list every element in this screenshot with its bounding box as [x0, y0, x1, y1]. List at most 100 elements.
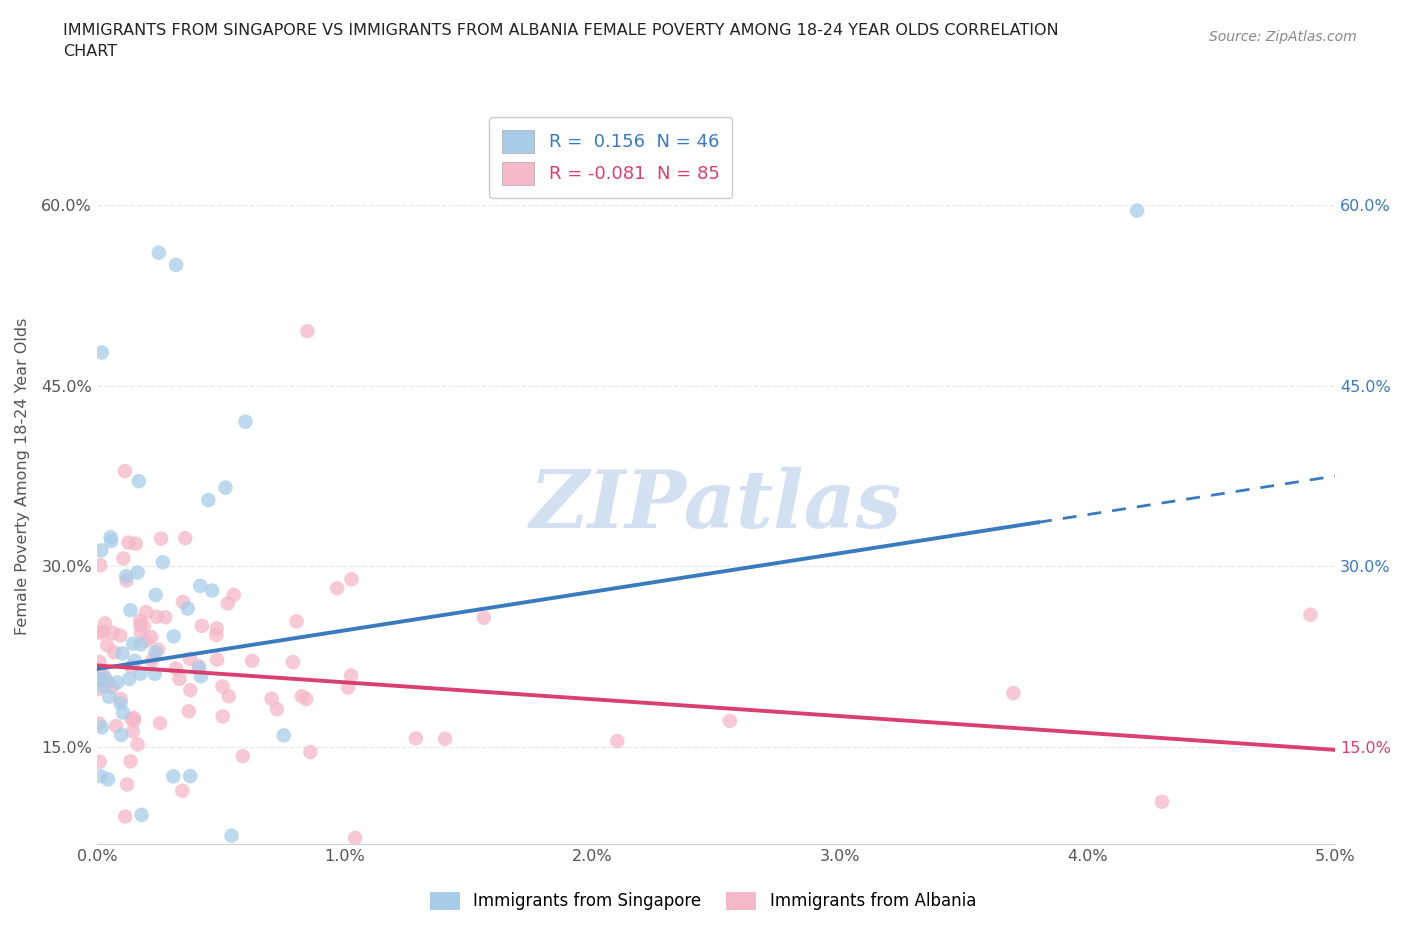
Point [89, 558, 111, 573]
Point [129, 637, 152, 652]
Point [405, 731, 427, 746]
Point [124, 654, 146, 669]
Point [273, 728, 295, 743]
Point [120, 754, 142, 769]
Point [285, 614, 308, 629]
Point [218, 689, 240, 704]
Point [172, 594, 194, 609]
Point [93, 679, 115, 694]
Point [114, 463, 136, 478]
Legend: Immigrants from Singapore, Immigrants from Albania: Immigrants from Singapore, Immigrants fr… [423, 885, 983, 917]
Point [197, 493, 219, 508]
Point [89, 625, 111, 640]
Point [135, 633, 157, 648]
Point [232, 749, 254, 764]
Point [163, 629, 186, 644]
Point [340, 572, 363, 587]
Point [188, 578, 211, 593]
Point [177, 704, 200, 719]
Point [90, 769, 112, 784]
Point [103, 644, 125, 659]
Point [297, 324, 319, 339]
Point [240, 653, 263, 668]
Point [217, 596, 239, 611]
Point [205, 621, 228, 636]
Point [89, 655, 111, 670]
Point [146, 642, 169, 657]
Point [129, 625, 152, 640]
Point [145, 588, 167, 603]
Point [295, 692, 318, 707]
Point [115, 573, 138, 588]
Point [101, 680, 124, 695]
Point [94, 616, 117, 631]
Point [100, 530, 122, 545]
Point [214, 480, 236, 495]
Point [211, 679, 233, 694]
Point [97, 772, 120, 787]
Point [266, 702, 288, 717]
Point [174, 531, 197, 546]
Point [121, 711, 143, 726]
Point [111, 646, 134, 661]
Point [90, 345, 112, 360]
Point [165, 258, 187, 272]
Point [121, 724, 143, 738]
Point [211, 709, 233, 724]
Point [98, 689, 121, 704]
Point [131, 807, 153, 822]
Point [201, 583, 224, 598]
Point [129, 613, 152, 628]
Point [1299, 607, 1322, 622]
Point [110, 692, 132, 707]
Point [205, 652, 228, 667]
Point [122, 711, 145, 725]
Point [93, 624, 115, 639]
Point [129, 666, 152, 681]
Point [122, 713, 145, 728]
Point [344, 830, 367, 845]
Text: ZIPatlas: ZIPatlas [530, 467, 903, 544]
Legend: R =  0.156  N = 46, R = -0.081  N = 85: R = 0.156 N = 46, R = -0.081 N = 85 [489, 117, 733, 198]
Point [101, 625, 124, 640]
Point [110, 727, 132, 742]
Point [718, 713, 741, 728]
Point [141, 630, 163, 644]
Point [179, 769, 201, 784]
Point [143, 667, 166, 682]
Point [205, 628, 228, 643]
Point [177, 601, 200, 616]
Point [90, 543, 112, 558]
Point [105, 675, 128, 690]
Point [100, 534, 122, 549]
Point [340, 668, 363, 683]
Point [169, 671, 191, 686]
Point [281, 655, 304, 670]
Point [118, 671, 141, 686]
Point [132, 618, 155, 633]
Point [145, 644, 167, 659]
Point [165, 661, 187, 676]
Point [190, 669, 212, 684]
Point [87, 682, 110, 697]
Point [117, 535, 139, 550]
Point [162, 769, 184, 784]
Point [148, 246, 170, 260]
Point [105, 719, 128, 734]
Y-axis label: Female Poverty Among 18-24 Year Olds: Female Poverty Among 18-24 Year Olds [15, 317, 30, 634]
Point [111, 705, 134, 720]
Point [145, 609, 167, 624]
Point [96, 674, 118, 689]
Point [179, 683, 201, 698]
Point [326, 581, 349, 596]
Point [149, 716, 172, 731]
Point [299, 745, 322, 760]
Point [120, 603, 142, 618]
Point [91, 668, 114, 683]
Point [152, 555, 174, 570]
Point [128, 473, 150, 488]
Point [121, 659, 143, 674]
Point [127, 565, 149, 580]
Point [125, 537, 148, 551]
Point [606, 734, 628, 749]
